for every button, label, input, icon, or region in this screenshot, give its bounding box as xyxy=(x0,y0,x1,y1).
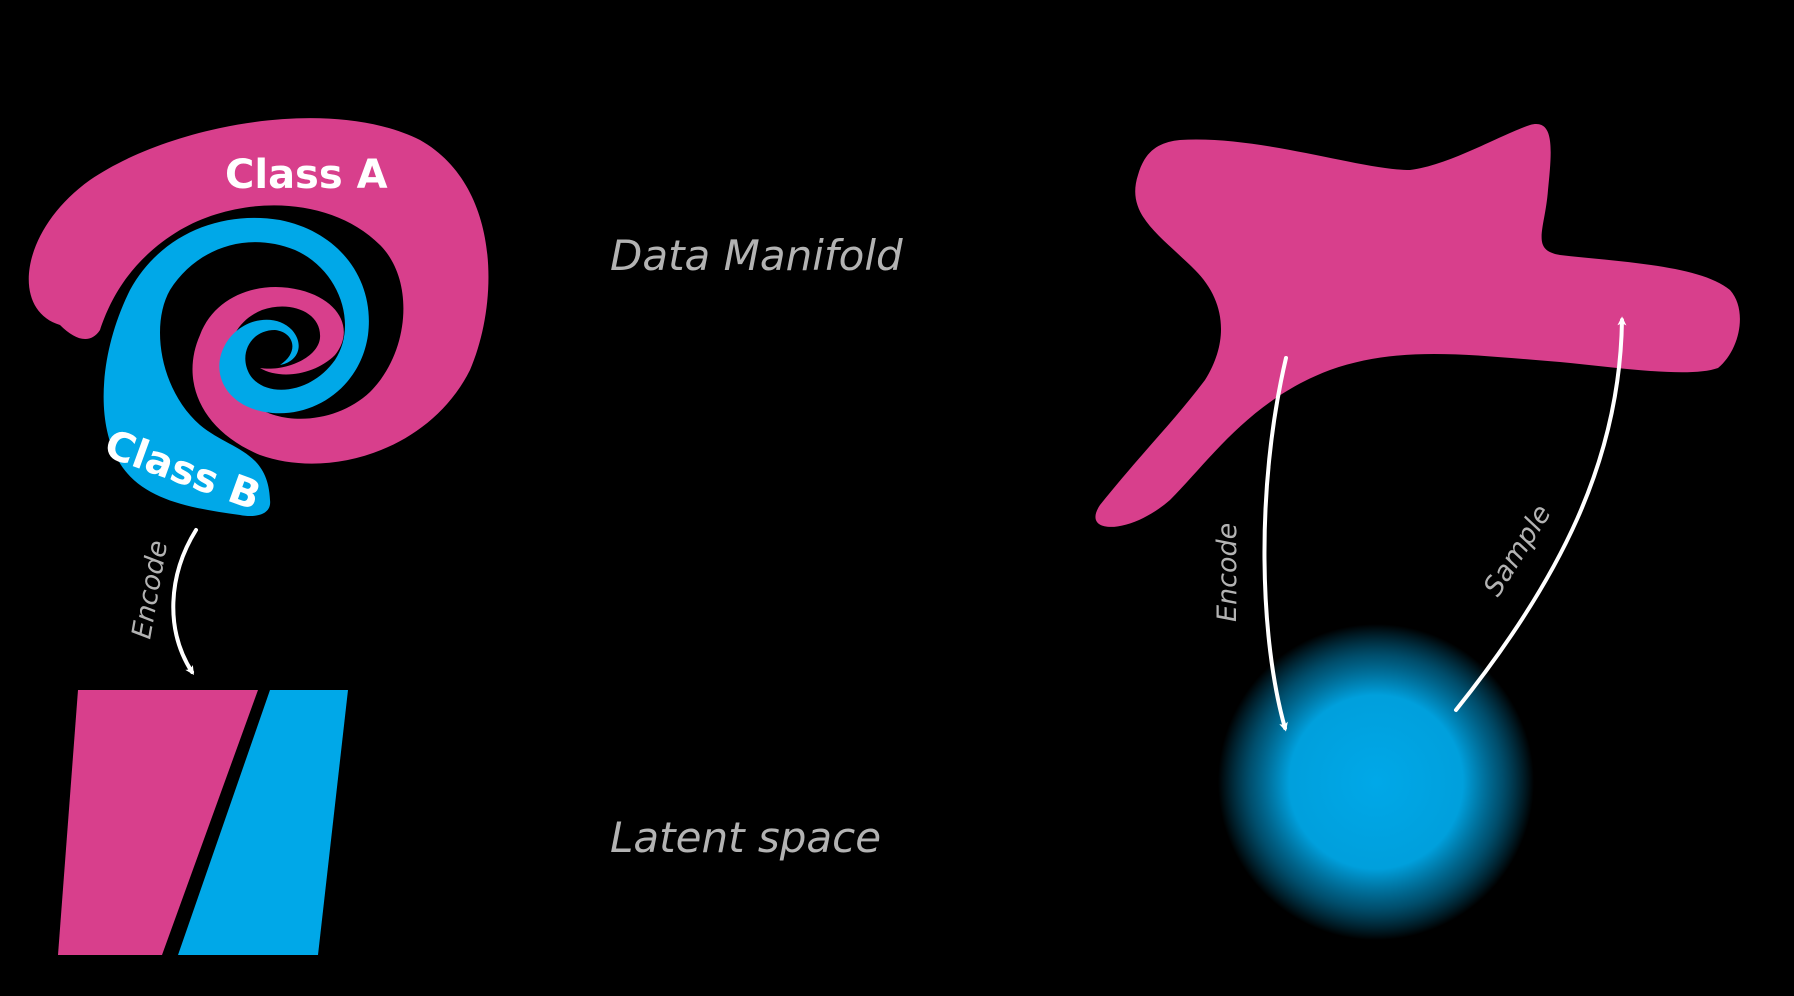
class-a-region xyxy=(28,118,489,464)
spiral-manifold: Class A Class B xyxy=(28,118,489,520)
latent-class-a-slab xyxy=(58,690,258,955)
latent-slabs xyxy=(58,690,348,955)
sample-arrow xyxy=(1454,316,1627,712)
data-manifold-label: Data Manifold xyxy=(610,231,903,280)
encode-arrow-right xyxy=(1262,356,1288,732)
encode-label-right: Encode xyxy=(1212,523,1243,622)
encode-label-left: Encode xyxy=(126,538,174,641)
class-b-region xyxy=(103,217,369,517)
class-a-label: Class A xyxy=(225,152,388,198)
star-manifold xyxy=(1095,124,1740,527)
sample-label: Sample xyxy=(1478,499,1558,601)
latent-gaussian xyxy=(1218,624,1534,940)
latent-class-b-slab xyxy=(178,690,348,955)
encode-arrow-left xyxy=(171,528,198,676)
latent-space-label: Latent space xyxy=(610,813,881,862)
